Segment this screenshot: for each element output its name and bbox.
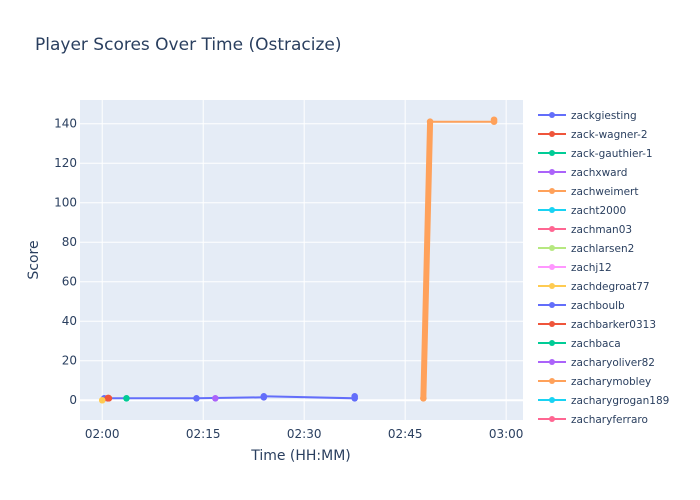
series-zachweimert (420, 116, 498, 402)
legend-label: zack-gauthier-1 (571, 148, 653, 160)
series-layer (98, 116, 498, 404)
data-point[interactable] (104, 394, 112, 402)
data-point[interactable] (260, 392, 268, 400)
data-point[interactable] (193, 394, 200, 402)
x-axis-title: Time (HH:MM) (250, 448, 351, 464)
series-zack-gauthier-1 (123, 394, 130, 402)
legend-label: zacharygrogan189 (571, 395, 669, 407)
legend-item[interactable]: zachbarker0313 (538, 319, 656, 331)
x-tick-label: 02:45 (388, 427, 423, 441)
plot-area (80, 100, 523, 420)
legend-item[interactable]: zachweimert (538, 186, 638, 198)
legend-item[interactable]: zachbaca (538, 338, 621, 350)
y-axis-title: Score (26, 240, 42, 279)
legend-swatch-marker (549, 207, 555, 213)
y-tick-label: 60 (62, 275, 77, 289)
y-tick-label: 0 (69, 393, 77, 407)
y-tick-label: 40 (62, 314, 77, 328)
x-tick-label: 02:00 (85, 427, 120, 441)
legend-label: zack-wagner-2 (571, 129, 648, 141)
legend[interactable]: zackgiesting zack-wagner-2 zack-gauthier-1… (538, 110, 669, 426)
data-point[interactable] (490, 116, 498, 124)
legend-swatch-marker (549, 226, 555, 232)
y-tick-label: 100 (54, 196, 77, 210)
legend-item[interactable]: zack-gauthier-1 (538, 148, 653, 160)
legend-label: zacharyoliver82 (571, 357, 655, 369)
legend-item[interactable]: zachman03 (538, 224, 632, 236)
legend-swatch-marker (549, 416, 555, 422)
gridlines (80, 100, 523, 420)
legend-item[interactable]: zachdegroat77 (538, 281, 650, 293)
legend-swatch-marker (549, 359, 555, 365)
legend-swatch-marker (549, 283, 555, 289)
legend-item[interactable]: zacht2000 (538, 205, 626, 217)
series-line-emphasis (420, 118, 434, 402)
chart-title: Player Scores Over Time (Ostracize) (35, 35, 342, 55)
series-zachxward (212, 394, 219, 402)
legend-item[interactable]: zachj12 (538, 262, 612, 274)
legend-label: zachman03 (571, 224, 632, 236)
legend-swatch-marker (549, 150, 555, 156)
legend-item[interactable]: zachboulb (538, 300, 625, 312)
legend-label: zachj12 (571, 262, 612, 274)
y-tick-label: 140 (54, 117, 77, 131)
legend-item[interactable]: zacharyferraro (538, 414, 648, 426)
legend-label: zachbaca (571, 338, 621, 350)
legend-swatch-marker (549, 378, 555, 384)
legend-label: zacharymobley (571, 376, 651, 388)
series-zachbarker0313 (104, 394, 112, 402)
legend-swatch-marker (549, 112, 555, 118)
legend-swatch-marker (549, 302, 555, 308)
data-point[interactable] (123, 394, 130, 402)
x-tick-label: 02:15 (186, 427, 221, 441)
legend-label: zachboulb (571, 300, 625, 312)
legend-label: zacharyferraro (571, 414, 648, 426)
x-tick-label: 03:00 (489, 427, 524, 441)
legend-item[interactable]: zachlarsen2 (538, 243, 634, 255)
legend-label: zachlarsen2 (571, 243, 634, 255)
legend-swatch-marker (549, 169, 555, 175)
legend-label: zachweimert (571, 186, 638, 198)
legend-item[interactable]: zacharygrogan189 (538, 395, 669, 407)
y-tick-label: 120 (54, 156, 77, 170)
legend-swatch-marker (549, 321, 555, 327)
series-zachdegroat77 (98, 396, 106, 404)
legend-label: zackgiesting (571, 110, 637, 122)
legend-item[interactable]: zackgiesting (538, 110, 637, 122)
x-axis: 02:00 02:15 02:30 02:45 03:00 (85, 427, 524, 441)
series-zackgiesting (100, 392, 358, 402)
data-point[interactable] (98, 396, 106, 404)
data-point[interactable] (351, 392, 358, 400)
legend-item[interactable]: zachxward (538, 167, 627, 179)
data-point[interactable] (426, 118, 434, 126)
legend-swatch-marker (549, 264, 555, 270)
data-point[interactable] (212, 394, 219, 402)
data-point[interactable] (420, 394, 427, 402)
legend-item[interactable]: zack-wagner-2 (538, 129, 648, 141)
legend-item[interactable]: zacharyoliver82 (538, 357, 655, 369)
y-tick-label: 20 (62, 354, 77, 368)
legend-label: zachdegroat77 (571, 281, 650, 293)
legend-swatch-marker (549, 340, 555, 346)
legend-label: zachbarker0313 (571, 319, 656, 331)
x-tick-label: 02:30 (287, 427, 322, 441)
legend-item[interactable]: zacharymobley (538, 376, 651, 388)
y-tick-label: 80 (62, 235, 77, 249)
legend-label: zachxward (571, 167, 627, 179)
legend-label: zacht2000 (571, 205, 626, 217)
legend-swatch-marker (549, 131, 555, 137)
y-axis: 0 20 40 60 80 100 120 140 (54, 117, 77, 408)
legend-swatch-marker (549, 397, 555, 403)
legend-swatch-marker (549, 245, 555, 251)
legend-swatch-marker (549, 188, 555, 194)
